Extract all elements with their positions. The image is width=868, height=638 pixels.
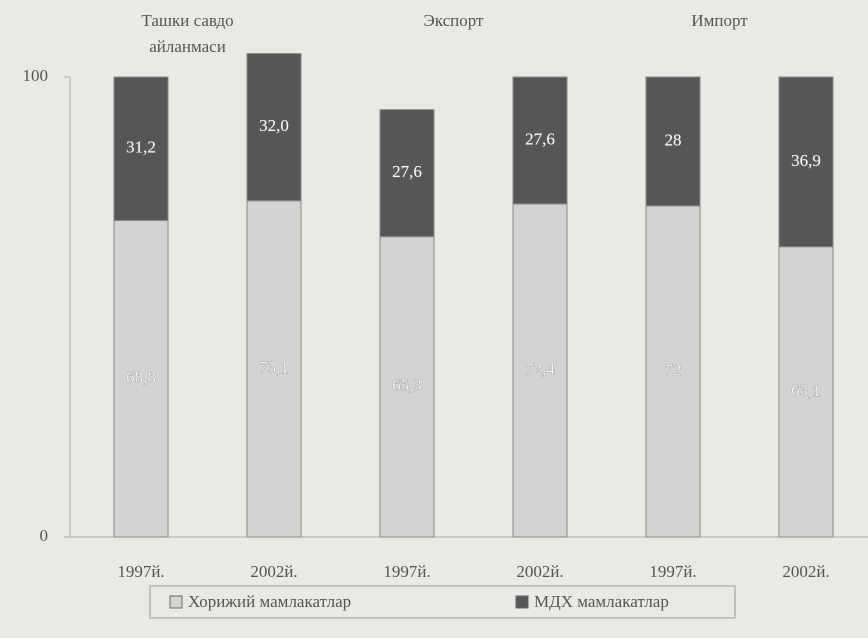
x-tick-label: 1997й. — [383, 562, 430, 581]
bar-segment — [778, 246, 834, 538]
value-label: 32,0 — [259, 116, 289, 135]
value-label: 36,9 — [791, 151, 821, 170]
value-label: 27,6 — [525, 129, 555, 148]
legend-box — [149, 585, 736, 619]
legend-label: МДХ мамлакатлар — [534, 592, 669, 611]
group-label: Экспорт — [424, 11, 484, 30]
bar-segment — [246, 53, 302, 202]
bar-segment — [645, 76, 701, 207]
legend-label: Хорижий мамлакатлар — [188, 592, 351, 611]
bar-segment — [512, 203, 568, 538]
value-label: 72 — [665, 360, 682, 379]
legend-swatch — [515, 595, 529, 609]
group-label: Ташки савдо — [141, 11, 233, 30]
value-label: 68,8 — [126, 368, 156, 387]
x-tick-label: 2002й. — [516, 562, 563, 581]
y-tick-label: 0 — [40, 526, 49, 545]
bar-segment — [778, 76, 834, 248]
value-label: 27,6 — [392, 162, 422, 181]
value-label: 65,3 — [392, 376, 422, 395]
value-label: 73,1 — [259, 358, 289, 377]
x-tick-label: 1997й. — [649, 562, 696, 581]
legend-swatch — [169, 595, 183, 609]
group-label: айланмаси — [149, 37, 226, 56]
bar-segment — [512, 76, 568, 205]
value-label: 72,4 — [525, 359, 555, 378]
y-tick-label: 100 — [23, 66, 49, 85]
value-label: 63,1 — [791, 381, 821, 400]
bar-segment — [379, 109, 435, 238]
value-label: 31,2 — [126, 138, 156, 157]
x-tick-label: 2002й. — [250, 562, 297, 581]
group-label: Импорт — [691, 11, 748, 30]
value-label: 28 — [665, 130, 682, 149]
bar-segment — [379, 236, 435, 538]
x-tick-label: 2002й. — [782, 562, 829, 581]
bar-segment — [246, 200, 302, 538]
bar-segment — [113, 76, 169, 222]
bar-segment — [645, 205, 701, 538]
x-tick-label: 1997й. — [117, 562, 164, 581]
bar-segment — [113, 220, 169, 538]
